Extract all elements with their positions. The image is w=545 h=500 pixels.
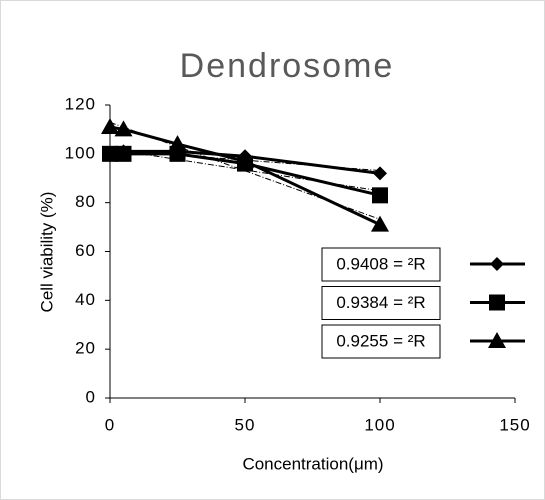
legend-label: 0.9408 = ²R bbox=[336, 254, 425, 273]
legend-label: 0.9384 = ²R bbox=[336, 293, 425, 312]
marker-triangle bbox=[371, 215, 389, 232]
legend-box bbox=[321, 247, 441, 282]
marker-square bbox=[372, 187, 388, 204]
x-tick-label: 150 bbox=[499, 415, 530, 434]
marker-square bbox=[115, 145, 132, 162]
marker-square bbox=[489, 294, 505, 311]
y-tick-label: 100 bbox=[65, 143, 96, 162]
marker-diamond bbox=[490, 257, 504, 271]
legend-box bbox=[321, 324, 441, 359]
marker-diamond bbox=[373, 166, 387, 181]
y-tick-label: 0 bbox=[86, 387, 96, 406]
y-tick-label: 120 bbox=[65, 94, 96, 113]
marker-triangle bbox=[236, 152, 254, 169]
marker-triangle bbox=[168, 135, 187, 152]
legend-box bbox=[321, 286, 441, 320]
chart-title: Dendrosome bbox=[180, 47, 395, 85]
x-tick-label: 100 bbox=[364, 415, 395, 434]
y-axis-label: Cell viability (%) bbox=[37, 192, 56, 313]
marker-triangle bbox=[101, 117, 119, 134]
x-tick-label: 0 bbox=[105, 415, 115, 434]
y-tick-label: 80 bbox=[75, 192, 96, 211]
y-tick-label: 60 bbox=[75, 241, 96, 260]
marker-square bbox=[102, 145, 118, 162]
x-tick-label: 50 bbox=[235, 415, 256, 434]
x-axis-label: Concentration(μm) bbox=[242, 454, 383, 473]
marker-triangle bbox=[114, 120, 133, 137]
y-tick-label: 40 bbox=[75, 290, 96, 309]
marker-triangle bbox=[488, 332, 506, 348]
legend-label: 0.9255 = ²R bbox=[336, 331, 425, 350]
y-tick-label: 20 bbox=[75, 339, 96, 358]
